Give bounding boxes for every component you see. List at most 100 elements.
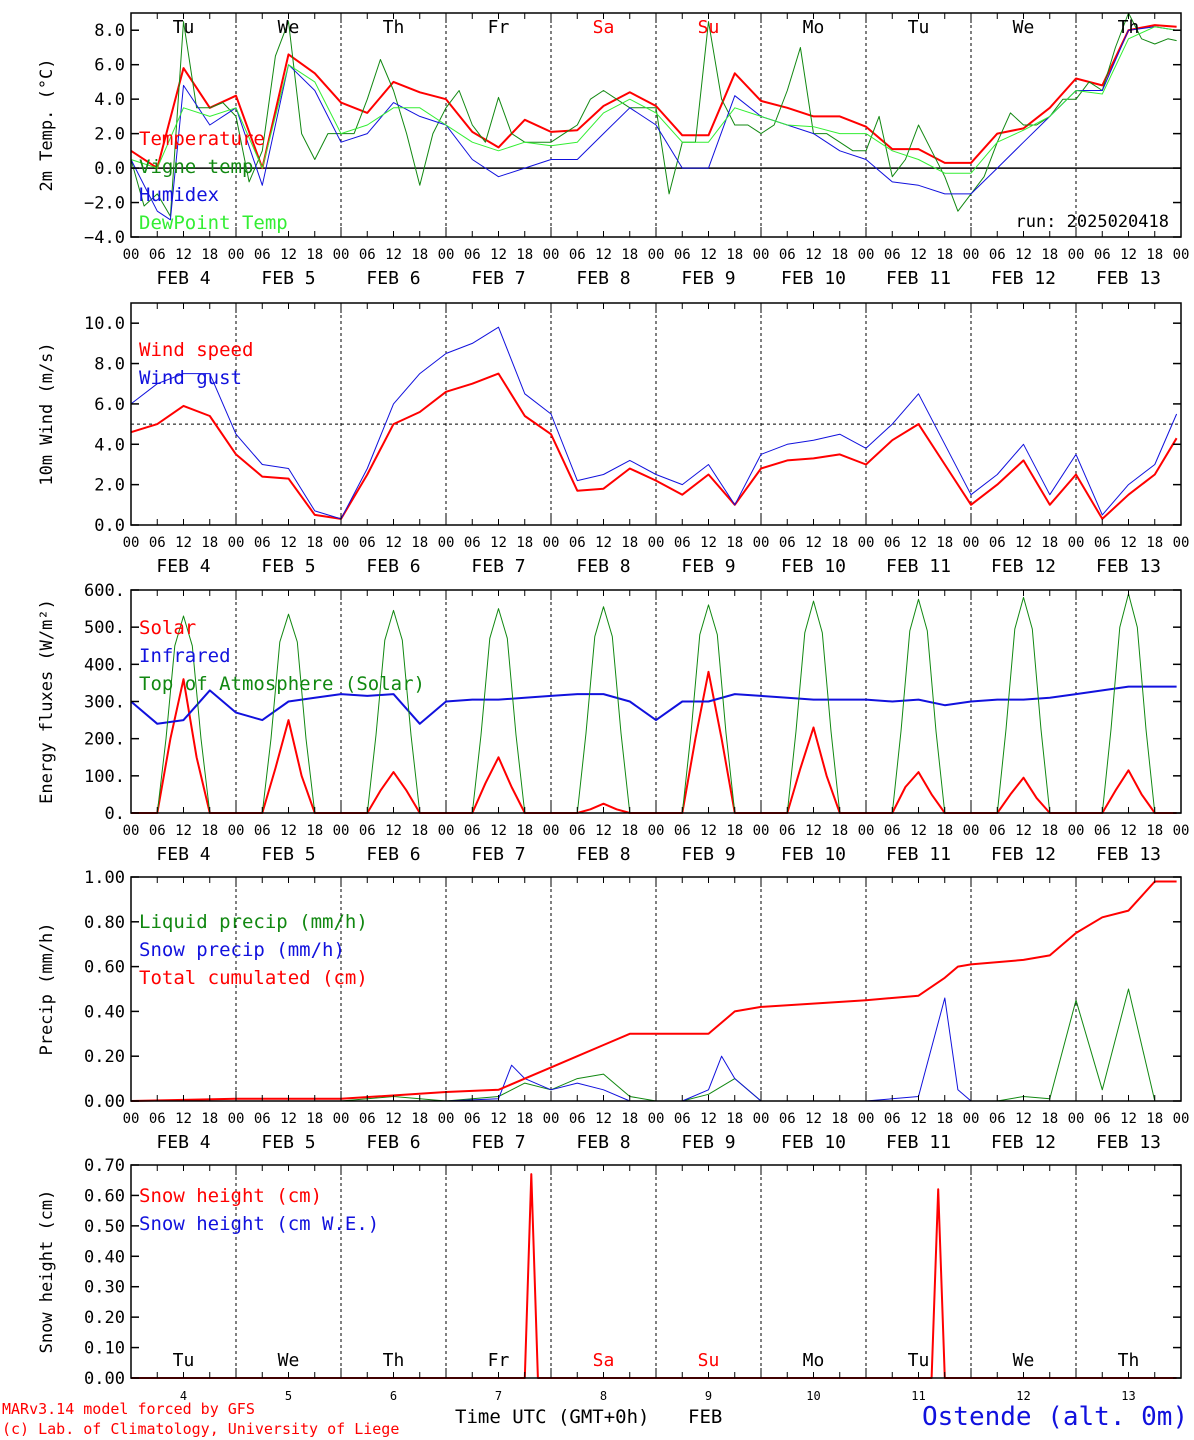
day-label: We bbox=[278, 17, 300, 38]
y-tick-label: 10.0 bbox=[84, 314, 125, 334]
hour-tick-label: 18 bbox=[831, 1111, 848, 1127]
hour-tick-label: 00 bbox=[1068, 1111, 1085, 1127]
hour-tick-label: 12 bbox=[1015, 823, 1032, 839]
hour-tick-label: 06 bbox=[989, 247, 1006, 263]
hour-tick-label: 18 bbox=[201, 1111, 218, 1127]
date-label: FEB 8 bbox=[576, 556, 630, 577]
hour-tick-label: 12 bbox=[280, 1111, 297, 1127]
day-label: Mo bbox=[803, 1350, 825, 1371]
hour-tick-label: 00 bbox=[123, 1111, 140, 1127]
day-number-label: 12 bbox=[1016, 1389, 1030, 1403]
hour-tick-label: 00 bbox=[123, 247, 140, 263]
hour-tick-label: 00 bbox=[858, 1111, 875, 1127]
series-snow-precip-mm-h- bbox=[131, 997, 1177, 1102]
hour-tick-label: 00 bbox=[333, 823, 350, 839]
day-number-label: 13 bbox=[1121, 1389, 1135, 1403]
hour-tick-label: 06 bbox=[464, 247, 481, 263]
legend-entry: Solar bbox=[139, 617, 196, 639]
hour-tick-label: 00 bbox=[543, 823, 560, 839]
legend-entry: Snow height (cm) bbox=[139, 1185, 322, 1207]
day-label: Th bbox=[383, 17, 405, 38]
time-axis-title: Time UTC (GMT+0h) bbox=[455, 1406, 650, 1428]
day-number-label: 11 bbox=[911, 1389, 925, 1403]
hour-tick-label: 00 bbox=[228, 535, 245, 551]
hour-tick-label: 18 bbox=[516, 247, 533, 263]
day-label: Tu bbox=[908, 1350, 930, 1371]
y-tick-label: 0.60 bbox=[84, 958, 125, 978]
date-label: FEB 10 bbox=[781, 1132, 846, 1153]
hour-tick-label: 00 bbox=[648, 535, 665, 551]
day-label: Tu bbox=[908, 17, 930, 38]
hour-tick-label: 18 bbox=[936, 1111, 953, 1127]
date-label: FEB 5 bbox=[261, 268, 315, 289]
hour-tick-label: 06 bbox=[779, 823, 796, 839]
date-label: FEB 4 bbox=[156, 1132, 210, 1153]
hour-tick-label: 12 bbox=[490, 823, 507, 839]
date-label: FEB 13 bbox=[1096, 844, 1161, 865]
series-infrared bbox=[130, 685, 1177, 725]
hour-tick-label: 18 bbox=[201, 823, 218, 839]
y-tick-label: 0.10 bbox=[84, 1339, 125, 1359]
hour-tick-label: 00 bbox=[228, 247, 245, 263]
day-label: Th bbox=[1118, 17, 1140, 38]
hour-tick-label: 06 bbox=[674, 535, 691, 551]
hour-tick-label: 12 bbox=[595, 535, 612, 551]
day-number-label: 5 bbox=[285, 1389, 292, 1403]
hour-tick-label: 06 bbox=[359, 823, 376, 839]
day-label: Su bbox=[698, 17, 720, 38]
y-tick-label: 8.0 bbox=[94, 21, 125, 41]
hour-tick-label: 18 bbox=[516, 1111, 533, 1127]
hour-tick-label: 06 bbox=[254, 1111, 271, 1127]
hour-tick-label: 06 bbox=[779, 535, 796, 551]
hour-tick-label: 18 bbox=[1041, 535, 1058, 551]
hour-tick-label: 06 bbox=[884, 823, 901, 839]
y-tick-label: 100. bbox=[84, 767, 125, 787]
y-tick-label: 6.0 bbox=[94, 56, 125, 76]
y-tick-label: 2.0 bbox=[94, 125, 125, 145]
hour-tick-label: 00 bbox=[228, 823, 245, 839]
hour-tick-label: 06 bbox=[464, 535, 481, 551]
y-tick-label: 0.40 bbox=[84, 1247, 125, 1267]
hour-tick-label: 00 bbox=[858, 823, 875, 839]
hour-tick-label: 12 bbox=[910, 535, 927, 551]
hour-tick-label: 06 bbox=[989, 1111, 1006, 1127]
hour-tick-label: 00 bbox=[753, 1111, 770, 1127]
y-axis-label: Snow height (cm) bbox=[37, 1190, 57, 1354]
hour-tick-label: 00 bbox=[753, 247, 770, 263]
date-label: FEB 4 bbox=[156, 556, 210, 577]
legend-entry: Total cumulated (cm) bbox=[139, 967, 368, 989]
hour-tick-label: 18 bbox=[831, 247, 848, 263]
hour-tick-label: 18 bbox=[201, 535, 218, 551]
hour-tick-label: 06 bbox=[674, 823, 691, 839]
y-tick-label: −4.0 bbox=[84, 228, 125, 248]
hour-tick-label: 00 bbox=[753, 823, 770, 839]
hour-tick-label: 06 bbox=[779, 247, 796, 263]
hour-tick-label: 12 bbox=[595, 823, 612, 839]
hour-tick-label: 00 bbox=[858, 535, 875, 551]
hour-tick-label: 00 bbox=[648, 823, 665, 839]
hour-tick-label: 18 bbox=[411, 823, 428, 839]
hour-tick-label: 00 bbox=[543, 535, 560, 551]
date-label: FEB 5 bbox=[261, 556, 315, 577]
hour-tick-label: 00 bbox=[648, 1111, 665, 1127]
hour-tick-label: 18 bbox=[1146, 823, 1163, 839]
hour-tick-label: 00 bbox=[438, 823, 455, 839]
legend-entry: Liquid precip (mm/h) bbox=[139, 911, 368, 933]
hour-tick-label: 06 bbox=[569, 535, 586, 551]
date-label: FEB 4 bbox=[156, 844, 210, 865]
panel-1 bbox=[130, 12, 1182, 238]
hour-tick-label: 06 bbox=[254, 823, 271, 839]
series-top-of-atmosphere-solar- bbox=[131, 593, 1177, 814]
y-tick-label: 0.20 bbox=[84, 1047, 125, 1067]
y-axis-label: 10m Wind (m/s) bbox=[37, 342, 57, 485]
y-axis-label: 2m Temp. (°C) bbox=[37, 58, 57, 191]
legend-entry: Vigne temp bbox=[139, 156, 253, 178]
series-total-cumulated-cm- bbox=[130, 880, 1177, 1102]
hour-tick-label: 12 bbox=[595, 1111, 612, 1127]
hour-tick-label: 18 bbox=[516, 823, 533, 839]
hour-tick-label: 00 bbox=[858, 247, 875, 263]
hour-tick-label: 06 bbox=[149, 247, 166, 263]
hour-tick-label: 00 bbox=[228, 1111, 245, 1127]
hour-tick-label: 00 bbox=[963, 247, 980, 263]
hour-tick-label: 00 bbox=[333, 247, 350, 263]
